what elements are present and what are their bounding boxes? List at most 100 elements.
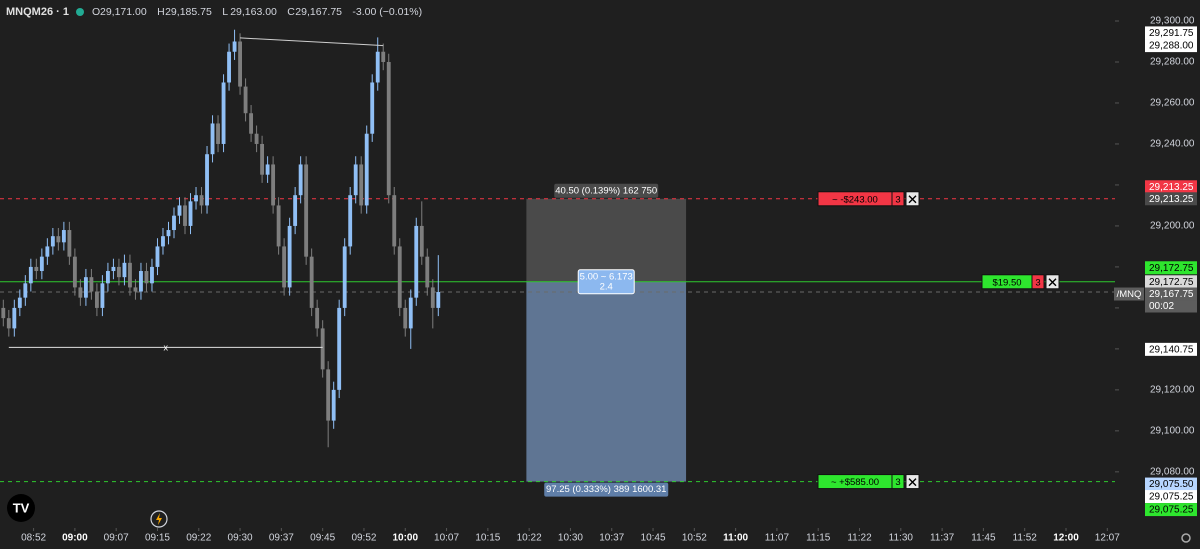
trend-line [240, 37, 384, 47]
candle-body [315, 307, 320, 329]
order-qty-bg [1031, 274, 1045, 290]
position-ratio: 2.4 [600, 281, 613, 292]
order-tag: $19.50 3 [981, 274, 1060, 290]
candle-body [17, 297, 22, 308]
candle-body [1, 307, 6, 319]
candle-body [348, 195, 353, 247]
x-tick-label: 09:07 [104, 533, 129, 544]
x-tick-label: 10:15 [475, 533, 500, 544]
price-tag-label: 29,075.25 [1149, 492, 1194, 503]
candle-body [320, 328, 325, 370]
candle-body [166, 230, 171, 237]
candle-body [337, 307, 342, 390]
y-tick-label: 29,240.00 [1150, 139, 1195, 150]
x-tick-label: 09:22 [186, 533, 211, 544]
order-close-button[interactable] [905, 474, 920, 490]
order-close-button[interactable] [905, 191, 920, 207]
candle-body [326, 369, 331, 421]
order-qty: 3 [895, 477, 900, 488]
x-tick-label: 08:52 [21, 533, 46, 544]
status-dot [76, 8, 84, 16]
price-tag-label: 29,291.75 [1149, 28, 1194, 39]
x-tick-label: 09:30 [228, 533, 253, 544]
candle-body [6, 318, 11, 329]
price-tag [1145, 192, 1197, 206]
price-tag-label: 29,213.25 [1149, 194, 1194, 205]
x-tick-label: 11:52 [1013, 533, 1038, 544]
x-tick-label: 11:07 [765, 533, 790, 544]
candle-body [254, 133, 259, 144]
candle-body [210, 123, 215, 155]
candle-body [100, 283, 105, 308]
candle-body [243, 86, 248, 114]
candle-body [359, 164, 364, 206]
order-pnl: ~ +$585.00 [831, 477, 879, 488]
candle-body [105, 271, 110, 284]
x-tick-label: 11:22 [847, 533, 872, 544]
candle-body [50, 236, 55, 247]
candle-body [183, 205, 187, 226]
position-bottom-label: 97.25 (0.333%) 389 1600.31 [546, 484, 666, 495]
change: -3.00 (−0.01%) [352, 6, 422, 18]
candle-body [397, 246, 402, 308]
position-top-label-bg [554, 183, 659, 198]
candle-body [144, 271, 149, 284]
y-tick-label: 29,280.00 [1150, 57, 1195, 68]
candle-body [28, 266, 33, 284]
x-tick-label: 09:00 [62, 533, 88, 544]
position-target-zone [526, 198, 687, 282]
price-tag [1145, 39, 1197, 53]
x-tick-label: 10:45 [641, 533, 666, 544]
y-tick-label: 29,120.00 [1150, 385, 1195, 396]
candle-body [238, 41, 242, 87]
price-tag [1145, 490, 1197, 504]
candle-body [353, 164, 358, 196]
ohlc-key: O [92, 6, 100, 18]
candle-body [370, 82, 375, 134]
candle-body [408, 297, 413, 329]
candle-body [265, 164, 270, 175]
candle-body [430, 287, 435, 308]
candle-body [364, 133, 369, 206]
order-tag: ~ -$243.00 3 [817, 191, 920, 207]
candle-body [298, 164, 303, 196]
tv-logo: TV [7, 494, 35, 522]
settings-icon[interactable] [1181, 533, 1191, 543]
ohlc-value: 29,163.00 [230, 6, 277, 18]
candle-body [309, 256, 314, 308]
close-x [908, 478, 917, 487]
price-tag-label: 29,172.75 [1149, 263, 1194, 274]
candle-body [392, 195, 397, 247]
order-qty-bg [891, 191, 905, 207]
candle-body [161, 236, 165, 247]
symbol: MNQM26 · 1 [6, 6, 69, 18]
x-tick-label: 10:37 [599, 533, 624, 544]
ohlc-key: C [287, 6, 295, 18]
candle-body [172, 215, 176, 231]
price-tag-label: 29,172.75 [1149, 277, 1194, 288]
order-qty-bg [891, 474, 905, 490]
price-tag [1145, 261, 1197, 275]
lightning-icon[interactable] [150, 510, 168, 528]
candle-body [227, 51, 231, 83]
x-tick-label: 11:30 [889, 533, 914, 544]
price-tag [1145, 477, 1197, 491]
price-tag-label: 29,140.75 [1149, 344, 1194, 355]
candle-body [304, 164, 309, 257]
ohlc-value: 29,171.00 [100, 6, 147, 18]
price-tag-label: 29,075.25 [1149, 505, 1194, 516]
x-tick-label: 10:22 [517, 533, 542, 544]
countdown: 00:02 [1149, 301, 1174, 312]
x-tick-label: 12:07 [1095, 533, 1120, 544]
x-tick-label: 11:15 [806, 533, 831, 544]
candle-body [205, 154, 209, 206]
x-tick-label: 09:52 [351, 533, 376, 544]
order-close-button[interactable] [1045, 274, 1060, 290]
order-qty: 3 [895, 194, 900, 205]
candle-body [375, 51, 380, 83]
y-tick-label: 29,260.00 [1150, 98, 1195, 109]
candle-body [122, 262, 127, 278]
price-tag [1145, 180, 1197, 194]
close-x [1048, 278, 1057, 287]
